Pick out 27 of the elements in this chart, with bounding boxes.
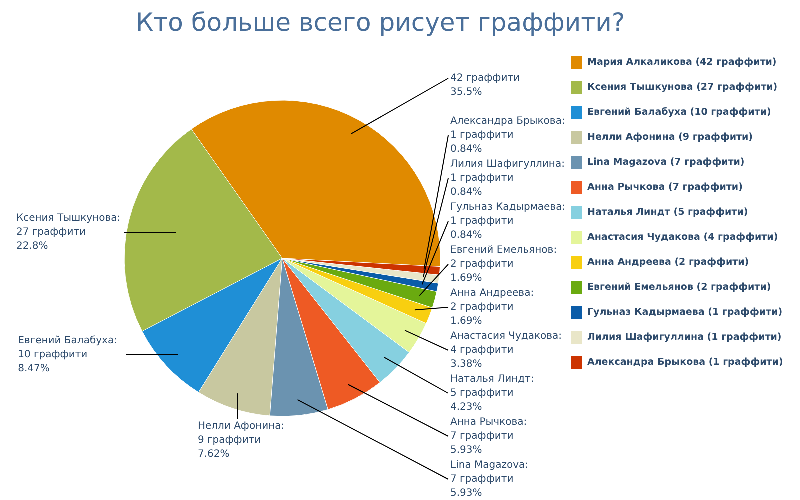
data-label: Наталья Линдт: 5 граффити 4.23% xyxy=(450,374,534,413)
legend-label: Ксения Тышкунова (27 граффити) xyxy=(588,82,778,93)
legend-label: Александра Брыкова (1 граффити) xyxy=(588,357,784,368)
data-label: Евгений Балабуха: 10 граффити 8.47% xyxy=(18,336,118,375)
data-label: 42 граффити 35.5% xyxy=(450,73,520,98)
legend-label: Евгений Балабуха (10 граффити) xyxy=(588,107,772,118)
legend-label: Анна Андреева (2 граффити) xyxy=(588,257,750,268)
data-label: Нелли Афонина: 9 граффити 7.62% xyxy=(198,421,285,460)
legend-label: Мария Алкаликова (42 граффити) xyxy=(588,57,777,68)
legend-label: Анна Рычкова (7 граффити) xyxy=(588,182,743,193)
data-label: Анна Андреева: 2 граффити 1.69% xyxy=(450,288,534,327)
data-label: Ксения Тышкунова: 27 граффити 22.8% xyxy=(16,213,121,252)
data-label: Лилия Шафигуллина: 1 граффити 0.84% xyxy=(450,159,565,198)
data-label: Анастасия Чудакова: 4 граффити 3.38% xyxy=(450,331,562,370)
legend-label: Нелли Афонина (9 граффити) xyxy=(588,132,754,143)
data-label: Александра Брыкова: 1 граффити 0.84% xyxy=(450,116,566,155)
legend-label: Наталья Линдт (5 граффити) xyxy=(588,207,748,218)
chart-title: Кто больше всего рисует граффити? xyxy=(136,8,626,37)
legend-label: Анастасия Чудакова (4 граффити) xyxy=(588,232,778,243)
legend-label: Евгений Емельянов (2 граффити) xyxy=(588,282,772,293)
data-label: Lina Magazova: 7 граффити 5.93% xyxy=(450,460,529,499)
data-label: Анна Рычкова: 7 граффити 5.93% xyxy=(450,417,528,456)
data-label: Гульназ Кадырмаева: 1 граффити 0.84% xyxy=(450,202,566,241)
data-label: Евгений Емельянов: 2 граффити 1.69% xyxy=(450,245,558,284)
legend-label: Лилия Шафигуллина (1 граффити) xyxy=(588,332,782,343)
legend-label: Гульназ Кадырмаева (1 граффити) xyxy=(588,307,783,318)
legend-label: Lina Magazova (7 граффити) xyxy=(588,157,745,168)
